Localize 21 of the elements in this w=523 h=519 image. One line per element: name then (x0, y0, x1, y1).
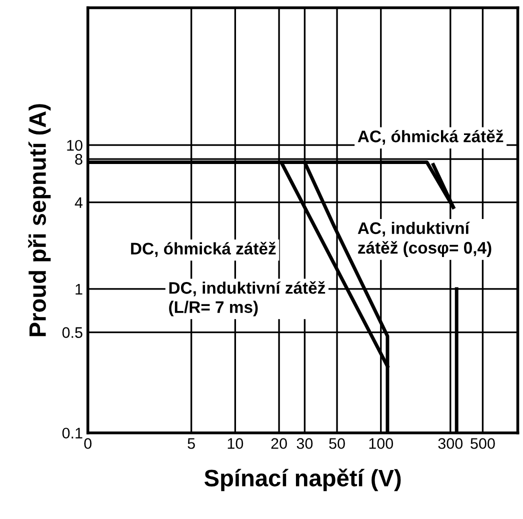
x-tick-label: 10 (228, 438, 244, 449)
x-tick-label: 20 (271, 438, 287, 449)
y-tick-label: 10 (67, 140, 82, 151)
x-tick-label: 5 (188, 438, 195, 449)
x-axis-title: Spínací napětí (V) (204, 468, 401, 492)
y-tick-label: 0.1 (62, 428, 82, 439)
x-tick-label: 100 (369, 438, 394, 449)
y-tick-label: 8 (75, 154, 82, 165)
annotation: AC, induktivní zátěž (cosφ= 0,4) (358, 222, 492, 258)
y-tick-label: 1 (76, 284, 82, 294)
x-tick-label: 0 (84, 438, 92, 449)
annotation: AC, óhmická zátěž (358, 130, 504, 145)
x-tick-label: 50 (329, 438, 345, 449)
annotation: DC, óhmická zátěž (131, 242, 276, 257)
x-tick-label: 300 (438, 438, 463, 449)
x-tick-label: 500 (470, 438, 495, 449)
y-tick-label: 0.5 (62, 327, 82, 338)
y-axis-title: Proud při sepnutí (A) (28, 104, 51, 336)
y-tick-label: 4 (74, 197, 83, 208)
annotation: DC, induktivní zátěž (L/R= 7 ms) (169, 281, 326, 316)
x-tick-label: 30 (296, 438, 313, 449)
